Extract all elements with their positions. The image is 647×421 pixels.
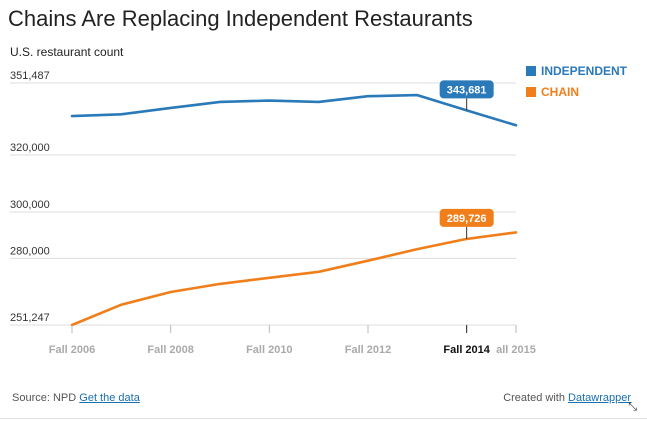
- x-tick-label: Fall 2006: [49, 344, 95, 356]
- chart-title: Chains Are Replacing Independent Restaur…: [8, 6, 473, 31]
- series-line-independent: [70, 93, 518, 127]
- series-line-chain: [70, 231, 518, 327]
- legend-label: INDEPENDENT: [541, 64, 628, 78]
- y-tick-label: 280,000: [10, 245, 50, 257]
- value-badge-label: 289,726: [447, 213, 487, 225]
- chart-subtitle: U.S. restaurant count: [10, 45, 124, 59]
- x-tick-label: Fall 2008: [147, 344, 193, 356]
- y-tick-label: 251,247: [10, 312, 50, 324]
- value-badge: [439, 208, 494, 227]
- credit-note: Created with Datawrapper: [503, 392, 631, 404]
- bottom-divider: [0, 418, 647, 419]
- source-text: Source: NPD: [12, 392, 77, 404]
- x-tick-label: Fall 2010: [246, 344, 292, 356]
- legend-label: CHAIN: [541, 85, 579, 99]
- y-tick-label: 351,487: [10, 70, 50, 82]
- legend-swatch: [526, 66, 536, 76]
- source-note: Source: NPD Get the data: [12, 392, 140, 404]
- resize-handle-icon[interactable]: ⤡: [628, 401, 637, 413]
- datawrapper-link[interactable]: Datawrapper: [568, 392, 631, 404]
- x-tick-label: Fall 2012: [345, 344, 391, 356]
- x-tick-label: all 2015: [496, 344, 536, 356]
- y-tick-label: 320,000: [10, 142, 50, 154]
- y-tick-label: 300,000: [10, 199, 50, 211]
- x-tick-label: Fall 2014: [443, 344, 490, 356]
- value-badge: [439, 80, 494, 99]
- legend-swatch: [526, 87, 536, 97]
- get-data-link[interactable]: Get the data: [79, 392, 140, 404]
- credit-text: Created with: [503, 392, 565, 404]
- value-badge-label: 343,681: [447, 84, 487, 96]
